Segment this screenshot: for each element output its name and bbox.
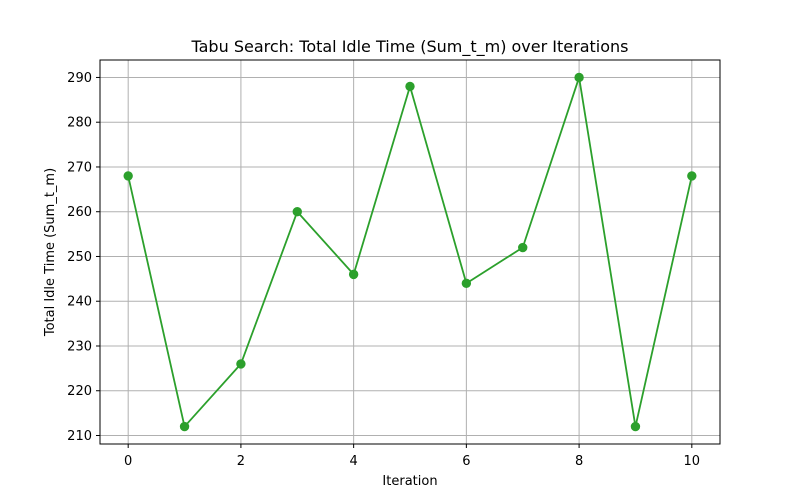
x-tick-label: 10 [684, 454, 701, 469]
y-tick-label: 250 [67, 250, 92, 265]
y-tick-label: 240 [67, 295, 92, 310]
y-tick-label: 210 [67, 429, 92, 444]
data-point [179, 421, 190, 432]
data-point [123, 171, 133, 181]
y-tick-label: 270 [67, 160, 92, 175]
x-axis-label: Iteration [382, 474, 437, 489]
data-point [518, 242, 528, 253]
x-tick-label: 0 [124, 454, 132, 469]
y-tick-label: 290 [67, 71, 92, 86]
data-point [405, 81, 415, 92]
data-point [348, 269, 359, 280]
y-tick-label: 220 [67, 384, 92, 399]
y-tick-label: 280 [67, 116, 92, 131]
data-point [236, 359, 246, 369]
grid-lines [100, 60, 720, 444]
y-tick-label: 230 [67, 339, 92, 354]
data-point [461, 278, 472, 289]
axis-ticks: 0 2 4 6 8 10 210 220 230 240 250 260 270 280 290 [67, 71, 700, 469]
x-tick-label: 4 [349, 454, 357, 469]
data-point [292, 207, 302, 217]
plot-frame [99, 59, 721, 445]
x-tick-label: 6 [462, 454, 470, 469]
data-series [123, 72, 697, 432]
x-tick-label: 8 [575, 454, 583, 469]
data-point [574, 72, 584, 83]
data-point [687, 171, 697, 181]
chart-title: Tabu Search: Total Idle Time (Sum_t_m) o… [191, 37, 629, 57]
y-tick-label: 260 [67, 205, 92, 220]
x-tick-label: 2 [237, 454, 245, 469]
data-point [630, 421, 641, 432]
y-axis-label: Total Idle Time (Sum_t_m) [43, 168, 58, 337]
